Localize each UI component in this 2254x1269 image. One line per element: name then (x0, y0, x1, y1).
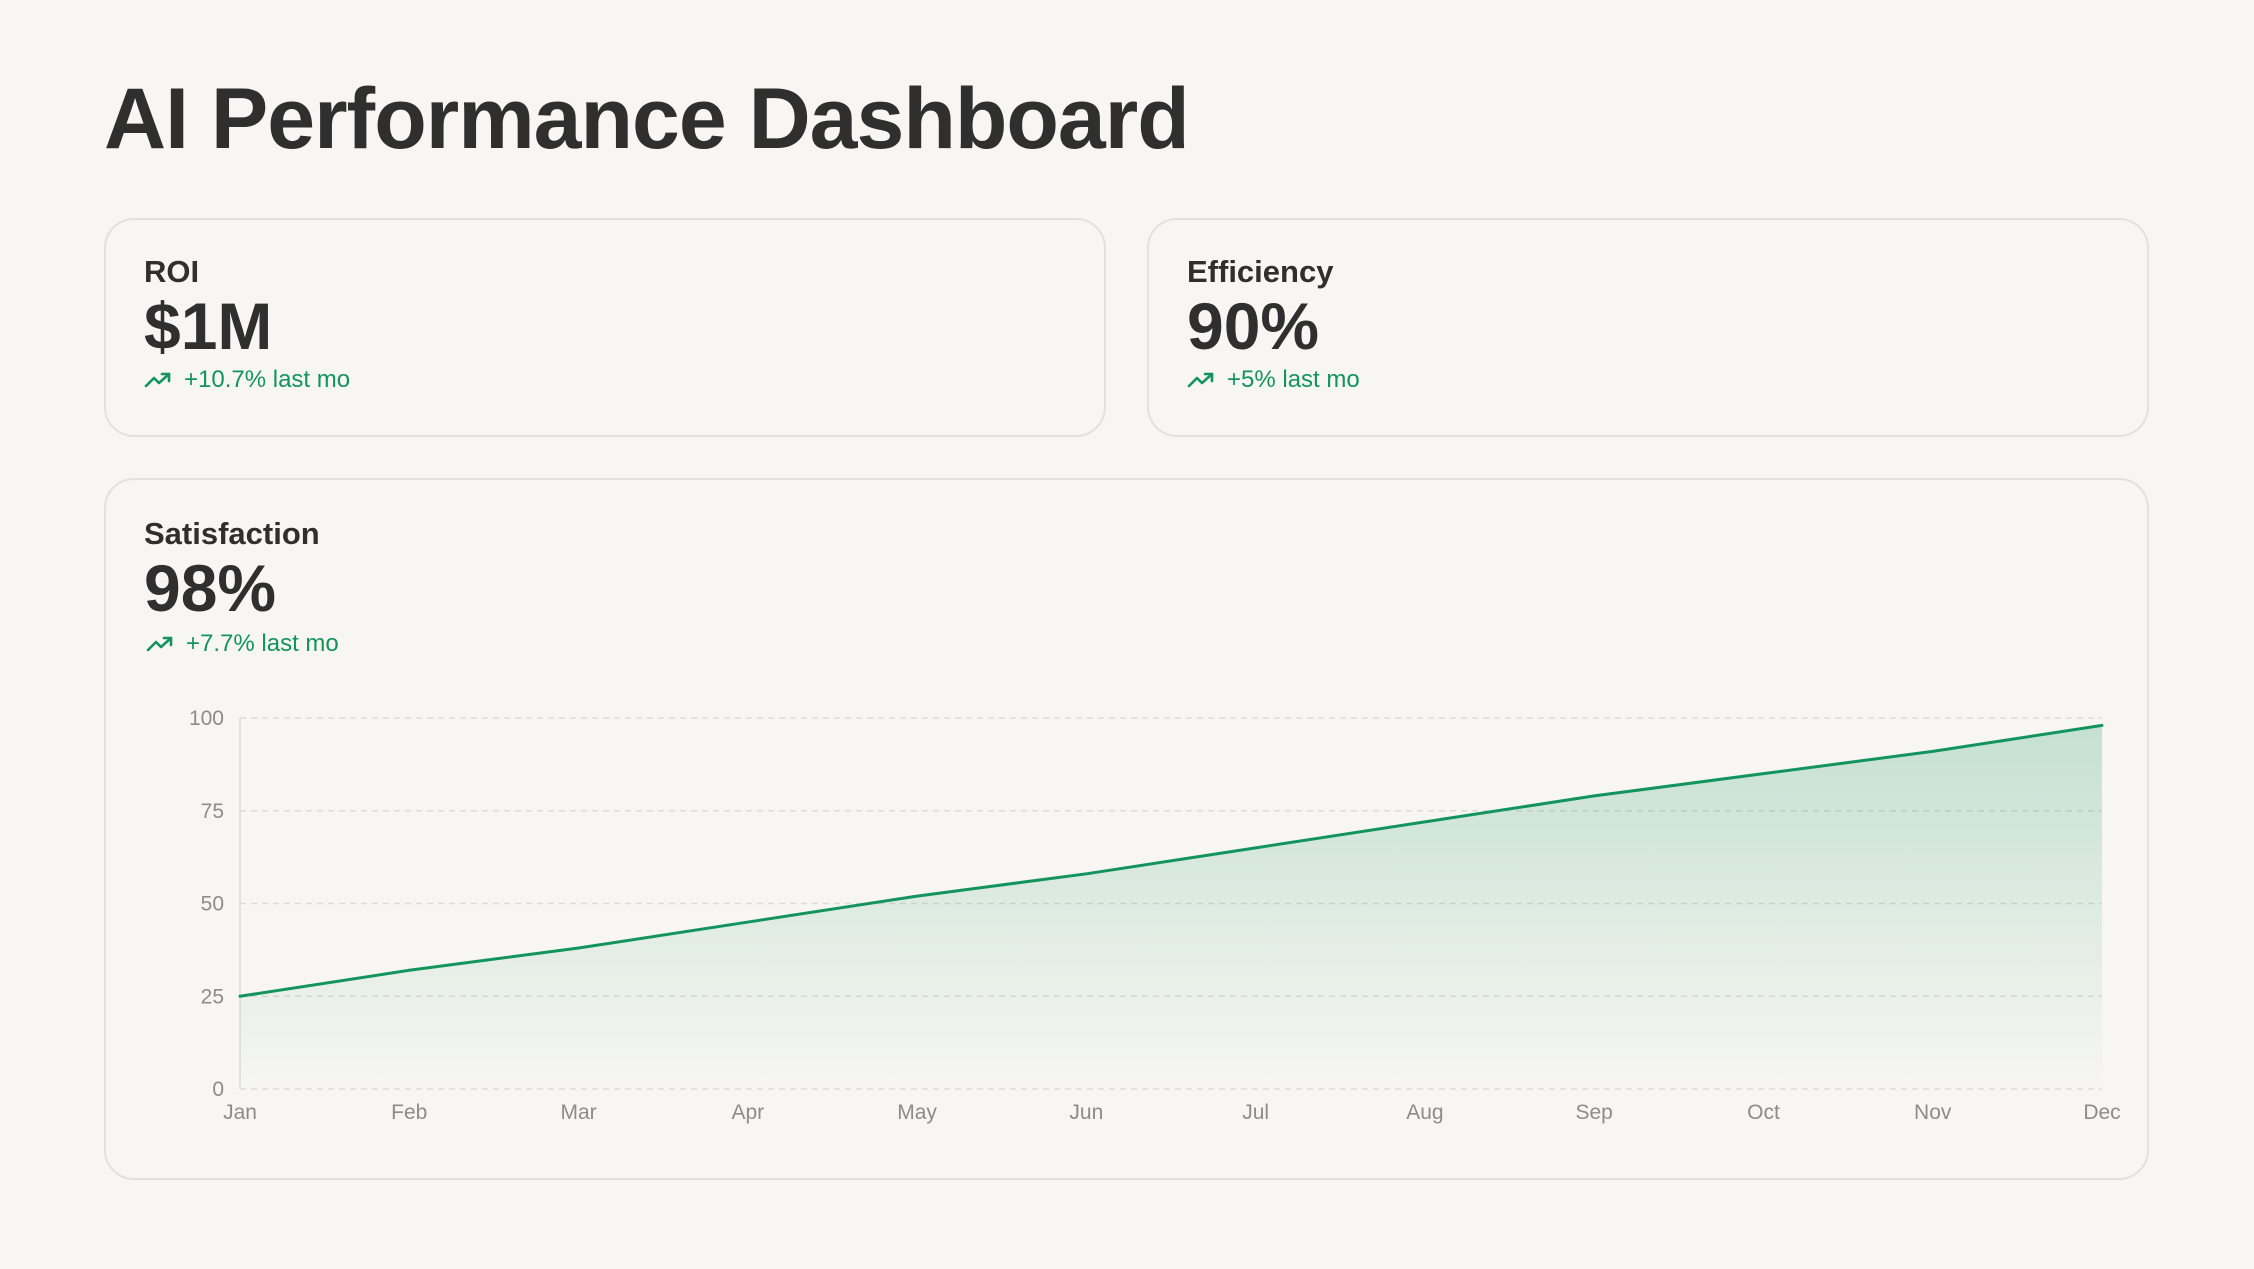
page-title: AI Performance Dashboard (104, 71, 1190, 167)
trending-up-icon (1187, 370, 1215, 390)
data-point-oct (1761, 772, 1765, 776)
chart-y-ticks: 0 25 50 75 100 (189, 707, 224, 1101)
satisfaction-card: Satisfaction 98% +7.7% last mo 0 25 50 75 1 (104, 478, 2149, 1180)
roi-card: ROI $1M +10.7% last mo (104, 218, 1106, 437)
data-point-jun (1084, 872, 1088, 876)
satisfaction-area-chart: 0 25 50 75 100 Jan Feb Mar Apr May Jun Jul Aug Sep Oc… (189, 707, 2121, 1124)
data-point-aug (1423, 820, 1427, 824)
efficiency-change-text: +5% last mo (1227, 366, 1360, 393)
satisfaction-area-fill (240, 725, 2102, 1089)
x-tick-label: Dec (2083, 1101, 2120, 1124)
data-point-nov (1931, 749, 1935, 753)
x-tick-label: Sep (1575, 1101, 1612, 1124)
trending-up-icon (146, 634, 174, 654)
data-point-may (915, 894, 919, 898)
x-tick-label: May (897, 1101, 937, 1124)
x-tick-label: Jun (1069, 1101, 1103, 1124)
y-tick-label: 50 (201, 893, 224, 916)
data-point-dec (2100, 723, 2104, 727)
x-tick-label: Apr (731, 1101, 764, 1124)
efficiency-value: 90% (1187, 289, 1320, 363)
data-point-sep (1592, 794, 1596, 798)
chart-area-layer (238, 723, 2104, 1089)
y-tick-label: 75 (201, 800, 224, 823)
satisfaction-series-line (238, 723, 2104, 998)
roi-label: ROI (144, 254, 200, 289)
x-tick-label: Feb (391, 1101, 427, 1124)
satisfaction-label: Satisfaction (144, 516, 320, 551)
y-tick-label: 0 (212, 1078, 224, 1101)
data-point-jul (1254, 846, 1258, 850)
roi-value: $1M (144, 289, 273, 363)
chart-x-ticks: Jan Feb Mar Apr May Jun Jul Aug Sep Oct Nov Dec (223, 1101, 2121, 1124)
data-point-apr (746, 920, 750, 924)
efficiency-card: Efficiency 90% +5% last mo (1147, 218, 2149, 437)
efficiency-change: +5% last mo (1187, 366, 1360, 394)
x-tick-label: Mar (560, 1101, 596, 1124)
data-point-jan (238, 994, 242, 998)
trending-up-icon (144, 370, 172, 390)
x-tick-label: Aug (1406, 1101, 1443, 1124)
roi-change: +10.7% last mo (144, 366, 350, 394)
data-point-feb (407, 968, 411, 972)
satisfaction-change: +7.7% last mo (146, 630, 339, 658)
x-tick-label: Jul (1242, 1101, 1269, 1124)
satisfaction-value: 98% (144, 551, 277, 625)
x-tick-label: Oct (1747, 1101, 1780, 1124)
satisfaction-change-text: +7.7% last mo (186, 630, 339, 657)
efficiency-label: Efficiency (1187, 254, 1334, 289)
data-point-mar (577, 946, 581, 950)
y-tick-label: 100 (189, 707, 224, 730)
x-tick-label: Nov (1914, 1101, 1952, 1124)
y-tick-label: 25 (201, 985, 224, 1008)
x-tick-label: Jan (223, 1101, 257, 1124)
roi-change-text: +10.7% last mo (184, 366, 351, 393)
